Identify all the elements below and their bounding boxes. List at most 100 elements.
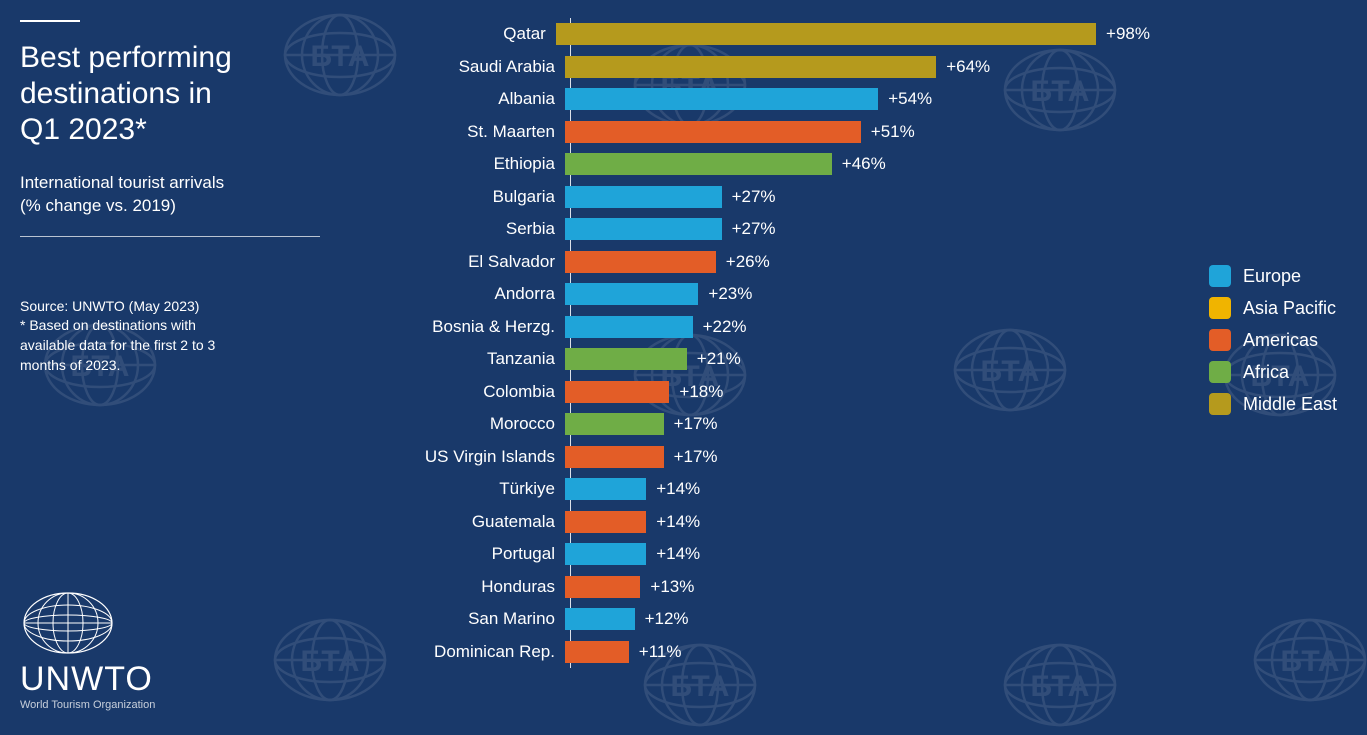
bar-value: +18% (679, 382, 723, 402)
legend-label: Asia Pacific (1243, 298, 1336, 319)
chart-title: Best performing destinations in Q1 2023* (20, 40, 350, 148)
source-line-1: Source: UNWTO (May 2023) (20, 298, 199, 314)
legend-swatch (1209, 329, 1231, 351)
svg-text:БТА: БТА (1281, 645, 1340, 678)
bar-value: +14% (656, 512, 700, 532)
bar-value: +21% (697, 349, 741, 369)
bar-rect (565, 56, 936, 78)
bar-row: Colombia +18% (370, 376, 1150, 409)
bar-value: +17% (674, 414, 718, 434)
bar-row: San Marino +12% (370, 603, 1150, 636)
bar-rect (565, 478, 646, 500)
subtitle-line-2: (% change vs. 2019) (20, 196, 176, 215)
source-line-2: * Based on destinations with (20, 317, 196, 333)
bar-label: Serbia (370, 219, 565, 239)
bar-label: Qatar (370, 24, 556, 44)
source-line-3: available data for the first 2 to 3 (20, 337, 215, 353)
bar-rect (565, 153, 832, 175)
bar-rect (556, 23, 1096, 45)
bar-value: +12% (645, 609, 689, 629)
bar-row: Morocco +17% (370, 408, 1150, 441)
bar-value: +14% (656, 479, 700, 499)
bar-row: Bulgaria +27% (370, 181, 1150, 214)
title-line-2: destinations in (20, 77, 212, 110)
bar-row: Bosnia & Herzg.+22% (370, 311, 1150, 344)
bar-label: Dominican Rep. (370, 642, 565, 662)
left-panel: Best performing destinations in Q1 2023*… (20, 20, 350, 375)
bar-value: +51% (871, 122, 915, 142)
svg-text:БТА: БТА (301, 645, 360, 678)
bar-row: Saudi Arabia +64% (370, 51, 1150, 84)
bar-value: +11% (639, 642, 682, 662)
bar-row: St. Maarten+51% (370, 116, 1150, 149)
bar-rect (565, 641, 629, 663)
bar-value: +46% (842, 154, 886, 174)
bar-row: Guatemala +14% (370, 506, 1150, 539)
legend-swatch (1209, 393, 1231, 415)
chart-subtitle: International tourist arrivals (% change… (20, 172, 350, 218)
legend-item: Asia Pacific (1209, 297, 1337, 319)
bar-rect (565, 413, 664, 435)
bar-rect (565, 543, 646, 565)
source-line-4: months of 2023. (20, 357, 120, 373)
bar-label: Morocco (370, 414, 565, 434)
bar-rect (565, 186, 722, 208)
watermark-icon: БТА (1250, 615, 1367, 705)
bar-label: Ethiopia (370, 154, 565, 174)
bar-rect (565, 381, 669, 403)
bar-value: +14% (656, 544, 700, 564)
legend-swatch (1209, 265, 1231, 287)
bar-row: Andorra+23% (370, 278, 1150, 311)
bar-label: Bulgaria (370, 187, 565, 207)
bar-rect (565, 218, 722, 240)
legend-label: Africa (1243, 362, 1289, 383)
legend-label: Middle East (1243, 394, 1337, 415)
svg-text:БТА: БТА (1031, 670, 1090, 703)
legend-item: Americas (1209, 329, 1337, 351)
bar-rect (565, 121, 861, 143)
bar-label: Albania (370, 89, 565, 109)
bar-label: Tanzania (370, 349, 565, 369)
bar-label: Guatemala (370, 512, 565, 532)
bar-label: San Marino (370, 609, 565, 629)
logo-word: UNWTO (20, 660, 155, 699)
bar-rect (565, 251, 716, 273)
logo-subtext: World Tourism Organization (20, 699, 155, 711)
globe-icon (20, 591, 116, 655)
bar-label: Bosnia & Herzg. (370, 317, 565, 337)
bar-row: Türkiye+14% (370, 473, 1150, 506)
legend-item: Europe (1209, 265, 1337, 287)
svg-text:БТА: БТА (671, 670, 730, 703)
legend: Europe Asia Pacific Americas Africa Middle E… (1209, 265, 1337, 425)
legend-label: Americas (1243, 330, 1318, 351)
title-line-3: Q1 2023* (20, 113, 147, 146)
source-block: Source: UNWTO (May 2023) * Based on dest… (20, 297, 350, 375)
bar-rect (565, 316, 693, 338)
bar-row: US Virgin Islands+17% (370, 441, 1150, 474)
legend-item: Middle East (1209, 393, 1337, 415)
bar-chart: Qatar+98%Saudi Arabia+64%Albania+54%St. … (370, 18, 1150, 668)
bar-row: Serbia+27% (370, 213, 1150, 246)
bar-row: Dominican Rep. +11% (370, 636, 1150, 669)
bar-value: +54% (888, 89, 932, 109)
rule-top (20, 20, 80, 22)
bar-value: +64% (946, 57, 990, 77)
bar-label: Colombia (370, 382, 565, 402)
bar-value: +26% (726, 252, 770, 272)
bar-rect (565, 511, 646, 533)
subtitle-line-1: International tourist arrivals (20, 173, 224, 192)
legend-label: Europe (1243, 266, 1301, 287)
bar-label: Portugal (370, 544, 565, 564)
bar-value: +13% (650, 577, 694, 597)
bar-label: Saudi Arabia (370, 57, 565, 77)
bar-row: Ethiopia +46% (370, 148, 1150, 181)
legend-swatch (1209, 361, 1231, 383)
rule-bottom (20, 236, 320, 237)
legend-swatch (1209, 297, 1231, 319)
bar-row: El Salvador+26% (370, 246, 1150, 279)
bar-rect (565, 446, 664, 468)
bar-label: Honduras (370, 577, 565, 597)
bar-value: +23% (708, 284, 752, 304)
bar-rect (565, 576, 640, 598)
bar-value: +27% (732, 187, 776, 207)
